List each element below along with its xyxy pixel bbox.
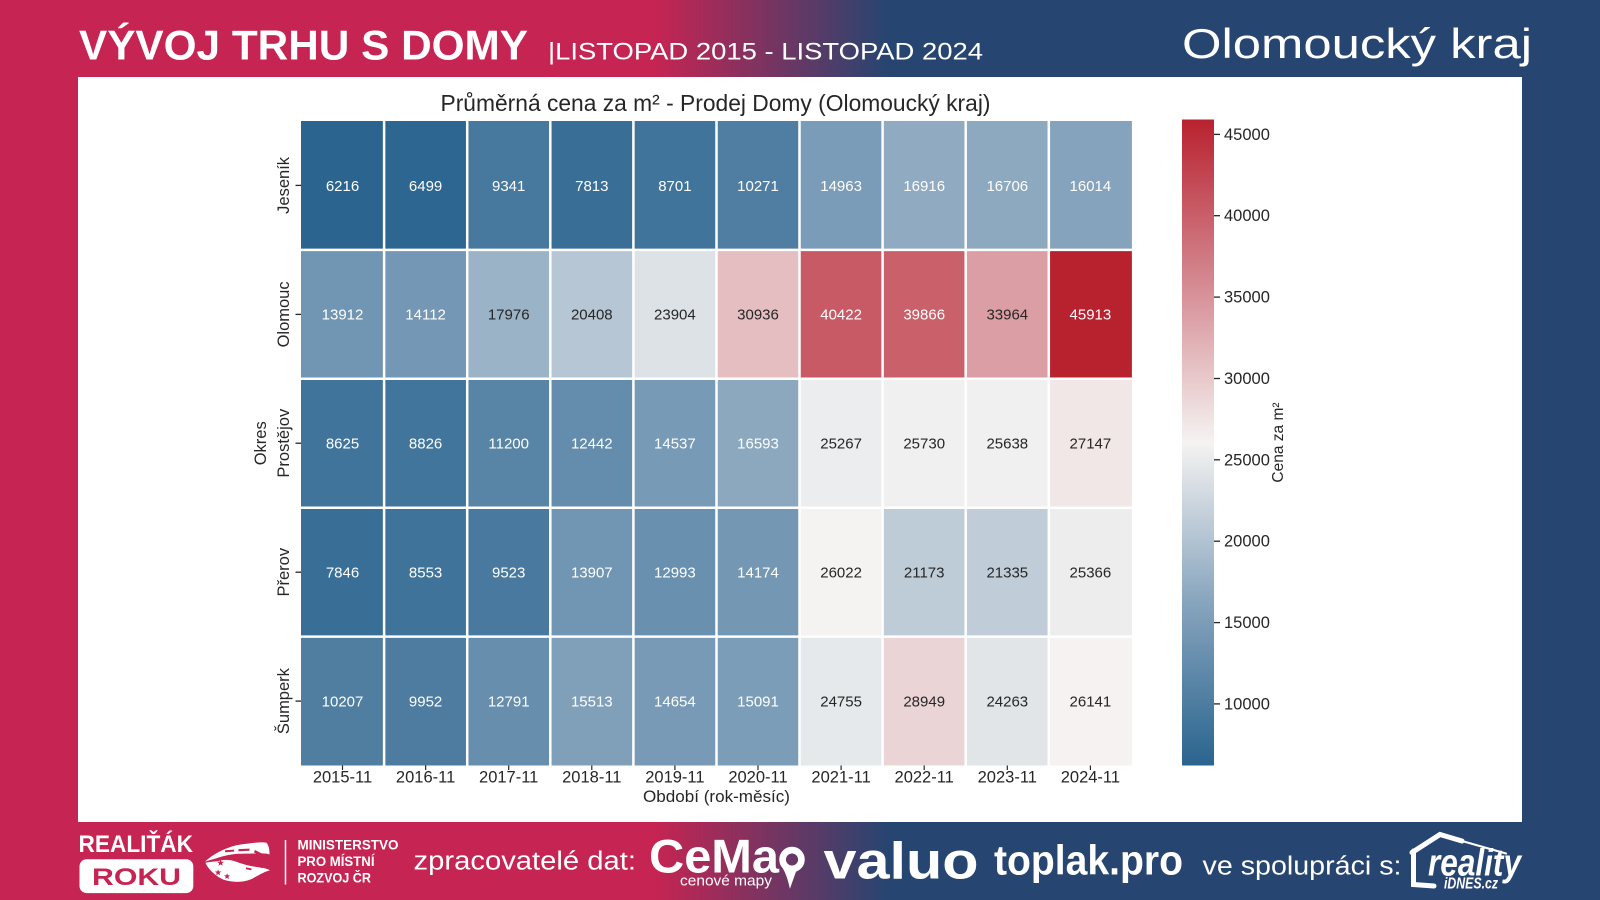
svg-text:Jeseník: Jeseník — [275, 156, 293, 214]
svg-text:8701: 8701 — [658, 178, 691, 195]
svg-text:20408: 20408 — [571, 307, 613, 324]
svg-text:|LISTOPAD 2015 - LISTOPAD 2024: |LISTOPAD 2015 - LISTOPAD 2024 — [548, 39, 983, 66]
svg-text:10207: 10207 — [322, 693, 364, 710]
svg-text:MINISTERSTVO: MINISTERSTVO — [298, 838, 399, 853]
svg-text:14537: 14537 — [654, 436, 696, 453]
svg-text:25366: 25366 — [1070, 565, 1112, 582]
svg-text:2015-11: 2015-11 — [313, 769, 372, 787]
svg-text:39866: 39866 — [903, 307, 945, 324]
svg-text:28949: 28949 — [903, 693, 945, 710]
svg-text:25267: 25267 — [820, 436, 862, 453]
svg-text:27147: 27147 — [1070, 436, 1112, 453]
svg-text:7846: 7846 — [326, 565, 359, 582]
svg-text:Období (rok-měsíc): Období (rok-měsíc) — [643, 788, 790, 806]
svg-text:15513: 15513 — [571, 693, 613, 710]
svg-text:6499: 6499 — [409, 178, 442, 195]
svg-text:Olomouc: Olomouc — [275, 281, 293, 347]
svg-text:CeMa: CeMa — [649, 830, 780, 883]
svg-text:23904: 23904 — [654, 307, 696, 324]
svg-text:16014: 16014 — [1070, 178, 1112, 195]
svg-text:21173: 21173 — [904, 565, 945, 582]
svg-text:45000: 45000 — [1224, 126, 1270, 144]
svg-text:2017-11: 2017-11 — [479, 769, 538, 787]
svg-text:15091: 15091 — [737, 693, 779, 710]
svg-text:Šumperk: Šumperk — [274, 667, 293, 734]
svg-text:2016-11: 2016-11 — [396, 769, 455, 787]
svg-text:14174: 14174 — [737, 565, 779, 582]
svg-text:PRO MÍSTNÍ: PRO MÍSTNÍ — [298, 854, 376, 869]
svg-text:21335: 21335 — [986, 565, 1028, 582]
svg-text:33964: 33964 — [986, 307, 1028, 324]
svg-text:16916: 16916 — [903, 178, 945, 195]
svg-text:2024-11: 2024-11 — [1061, 769, 1120, 787]
svg-text:11200: 11200 — [488, 436, 529, 453]
svg-text:8826: 8826 — [409, 436, 442, 453]
svg-text:9341: 9341 — [492, 178, 525, 195]
svg-text:reality: reality — [1428, 843, 1523, 885]
svg-text:45913: 45913 — [1070, 307, 1112, 324]
svg-text:35000: 35000 — [1224, 289, 1270, 307]
svg-text:16706: 16706 — [986, 178, 1028, 195]
svg-text:17976: 17976 — [488, 307, 530, 324]
svg-text:40000: 40000 — [1224, 207, 1270, 225]
svg-text:26141: 26141 — [1070, 693, 1112, 710]
svg-text:2023-11: 2023-11 — [978, 769, 1037, 787]
svg-text:26022: 26022 — [820, 565, 862, 582]
svg-text:30936: 30936 — [737, 307, 779, 324]
svg-text:12442: 12442 — [571, 436, 613, 453]
svg-text:iDNES.cz: iDNES.cz — [1444, 875, 1498, 892]
svg-text:12791: 12791 — [488, 693, 530, 710]
svg-text:25000: 25000 — [1224, 451, 1270, 469]
svg-text:Cena za m²: Cena za m² — [1270, 402, 1287, 482]
svg-text:Olomoucký kraj: Olomoucký kraj — [1182, 20, 1532, 67]
svg-text:13912: 13912 — [322, 307, 364, 324]
svg-text:14654: 14654 — [654, 693, 696, 710]
svg-text:10000: 10000 — [1224, 695, 1270, 713]
svg-text:9952: 9952 — [409, 693, 442, 710]
svg-text:valuo: valuo — [824, 833, 979, 891]
svg-text:Průměrná cena za m² - Prodej D: Průměrná cena za m² - Prodej Domy (Olomo… — [441, 90, 991, 116]
svg-text:toplak.pro: toplak.pro — [994, 837, 1183, 884]
svg-text:cenové mapy: cenové mapy — [680, 873, 773, 890]
svg-text:16593: 16593 — [737, 436, 779, 453]
svg-text:VÝVOJ TRHU S DOMY: VÝVOJ TRHU S DOMY — [79, 22, 528, 69]
svg-text:6216: 6216 — [326, 178, 359, 195]
svg-text:25638: 25638 — [986, 436, 1028, 453]
svg-text:12993: 12993 — [654, 565, 696, 582]
svg-text:ve spolupráci s:: ve spolupráci s: — [1203, 852, 1402, 880]
svg-text:9523: 9523 — [492, 565, 525, 582]
svg-text:7813: 7813 — [575, 178, 608, 195]
svg-text:14112: 14112 — [405, 307, 446, 324]
svg-text:24755: 24755 — [820, 693, 862, 710]
svg-text:15000: 15000 — [1224, 614, 1270, 632]
svg-text:Prostějov: Prostějov — [275, 408, 293, 478]
svg-text:20000: 20000 — [1224, 533, 1270, 551]
svg-text:ROKU: ROKU — [92, 864, 181, 891]
svg-text:14963: 14963 — [820, 178, 862, 195]
svg-text:2021-11: 2021-11 — [811, 769, 870, 787]
svg-text:ROZVOJ ČR: ROZVOJ ČR — [298, 870, 372, 885]
svg-text:2022-11: 2022-11 — [895, 769, 954, 787]
svg-text:24263: 24263 — [986, 693, 1028, 710]
svg-text:25730: 25730 — [903, 436, 945, 453]
svg-text:30000: 30000 — [1224, 370, 1270, 388]
svg-text:zpracovatelé dat:: zpracovatelé dat: — [414, 847, 637, 875]
svg-text:10271: 10271 — [737, 178, 779, 195]
svg-text:Okres: Okres — [252, 421, 270, 465]
svg-text:40422: 40422 — [820, 307, 862, 324]
svg-text:2019-11: 2019-11 — [645, 769, 704, 787]
svg-text:13907: 13907 — [571, 565, 613, 582]
svg-text:2020-11: 2020-11 — [728, 769, 787, 787]
svg-text:8625: 8625 — [326, 436, 359, 453]
svg-text:2018-11: 2018-11 — [562, 769, 621, 787]
svg-text:REALIŤÁK: REALIŤÁK — [79, 830, 194, 858]
svg-text:8553: 8553 — [409, 565, 442, 582]
svg-text:Přerov: Přerov — [275, 547, 293, 596]
